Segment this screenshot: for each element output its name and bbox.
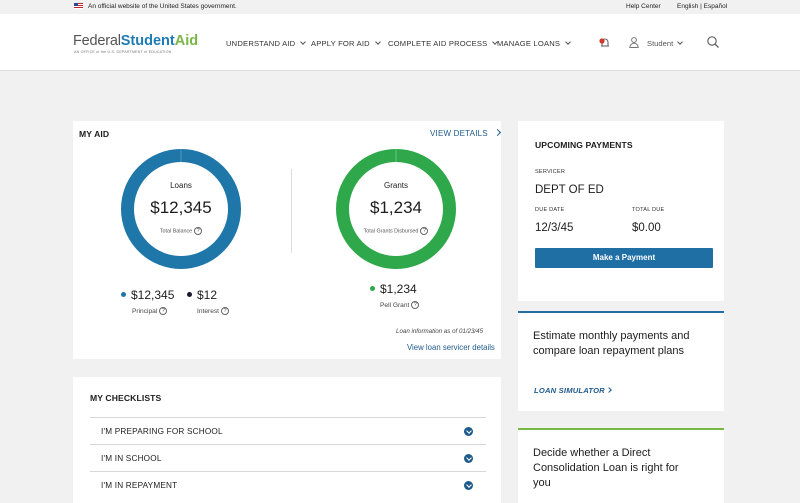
interest-label: Interest? xyxy=(197,307,229,315)
my-aid-card: MY AID VIEW DETAILS Loans $12,345 Total … xyxy=(73,121,501,359)
logo-federal: Federal xyxy=(73,33,121,49)
pell-value: $1,234 xyxy=(370,282,417,296)
checklists-card: MY CHECKLISTS I'M PREPARING FOR SCHOOL I… xyxy=(73,377,501,503)
logo-student: Student xyxy=(120,33,175,49)
checklist-item-preparing[interactable]: I'M PREPARING FOR SCHOOL xyxy=(90,417,486,444)
lang-espanol-link[interactable]: Español xyxy=(703,3,728,10)
view-details-link[interactable]: VIEW DETAILS xyxy=(430,128,501,138)
checklist-label: I'M IN REPAYMENT xyxy=(101,481,178,490)
logo-aid: Aid xyxy=(174,33,199,49)
loan-simulator-link[interactable]: LOAN SIMULATOR xyxy=(534,386,612,395)
loans-donut xyxy=(121,149,241,269)
checklist-label: I'M PREPARING FOR SCHOOL xyxy=(101,427,223,436)
loans-label: Loans xyxy=(170,181,192,190)
total-grants-label: Total Grants Disbursed xyxy=(363,228,419,235)
principal-label: Principal? xyxy=(132,307,168,315)
servicer-value: DEPT OF ED xyxy=(535,184,604,196)
lang-separator: | xyxy=(700,3,702,10)
nav-label: MANAGE LOANS xyxy=(497,39,561,48)
lang-english-link[interactable]: English xyxy=(677,3,699,10)
principal-amount: $12,345 xyxy=(131,288,175,302)
nav-label: APPLY FOR AID xyxy=(311,39,370,48)
grants-amount: $1,234 xyxy=(370,198,422,217)
aid-divider xyxy=(291,169,292,253)
grants-sub: Total Grants Disbursed? xyxy=(334,227,458,235)
loan-simulator-label: LOAN SIMULATOR xyxy=(534,386,605,395)
help-icon[interactable]: ? xyxy=(159,307,168,315)
total-due-value: $0.00 xyxy=(632,222,661,234)
loan-info-date: Loan information as of 01/23/45 xyxy=(396,328,484,335)
fsa-logo[interactable]: FederalStudentAid AN OFFICE of the U.S. … xyxy=(73,32,199,54)
checklist-item-in-school[interactable]: I'M IN SCHOOL xyxy=(90,444,486,471)
expand-icon xyxy=(464,427,473,436)
total-due-label: TOTAL DUE xyxy=(632,207,665,213)
payments-title: UPCOMING PAYMENTS xyxy=(535,140,633,150)
help-icon[interactable]: ? xyxy=(411,301,420,309)
principal-value: $12,345 xyxy=(121,288,174,302)
logo-subtitle: AN OFFICE of the U.S. DEPARTMENT of EDUC… xyxy=(74,50,172,54)
due-date-value: 12/3/45 xyxy=(535,222,574,234)
expand-icon xyxy=(464,481,473,490)
search-icon[interactable] xyxy=(706,35,720,49)
chevron-down-icon xyxy=(565,39,572,45)
loans-amount: $12,345 xyxy=(150,198,212,217)
nav-understand-aid[interactable]: UNDERSTAND AID xyxy=(226,39,307,48)
total-balance-label: Total Balance xyxy=(159,228,193,235)
chevron-down-icon xyxy=(300,39,307,45)
interest-text: Interest xyxy=(197,307,219,315)
grants-donut xyxy=(336,149,456,269)
chevron-down-icon xyxy=(677,39,684,45)
us-flag-icon xyxy=(74,3,83,9)
simulator-text: Estimate monthly payments and compare lo… xyxy=(533,330,690,357)
checklist-item-repayment[interactable]: I'M IN REPAYMENT xyxy=(90,471,486,498)
user-label: Student xyxy=(647,39,674,48)
nav-manage-loans[interactable]: MANAGE LOANS xyxy=(497,39,572,48)
interest-value: $12 xyxy=(187,288,217,302)
principal-dot-icon xyxy=(121,292,126,297)
principal-text: Principal xyxy=(132,307,158,315)
help-center-link[interactable]: Help Center xyxy=(626,3,661,10)
pell-text: Pell Grant xyxy=(380,301,410,309)
nav-apply-for-aid[interactable]: APPLY FOR AID xyxy=(311,39,381,48)
chevron-down-icon xyxy=(375,39,381,45)
checklist-label: I'M IN SCHOOL xyxy=(101,454,162,463)
official-site-text: An official website of the United States… xyxy=(88,3,237,10)
help-icon[interactable]: ? xyxy=(420,227,429,235)
notification-bell-icon[interactable] xyxy=(598,36,612,50)
loans-sub: Total Balance? xyxy=(119,227,243,235)
my-aid-title: MY AID xyxy=(79,129,110,139)
grants-label: Grants xyxy=(383,181,408,190)
gov-banner: An official website of the United States… xyxy=(0,0,800,14)
user-menu[interactable]: Student xyxy=(647,39,684,48)
chevron-right-icon xyxy=(493,128,501,137)
due-date-label: DUE DATE xyxy=(535,207,565,213)
nav-label: UNDERSTAND AID xyxy=(226,39,296,48)
pell-dot-icon xyxy=(370,286,375,291)
nav-label: COMPLETE AID PROCESS xyxy=(388,39,488,48)
pell-label: Pell Grant? xyxy=(380,301,420,309)
checklists-title: MY CHECKLISTS xyxy=(90,393,162,403)
consolidation-card[interactable]: Decide whether a Direct Consolidation Lo… xyxy=(518,428,724,503)
make-payment-button[interactable]: Make a Payment xyxy=(535,248,713,268)
nav-complete-aid-process[interactable]: COMPLETE AID PROCESS xyxy=(388,39,499,48)
upcoming-payments-card: UPCOMING PAYMENTS SERVICER DEPT OF ED DU… xyxy=(518,121,724,301)
consolidation-text: Decide whether a Direct Consolidation Lo… xyxy=(533,447,679,489)
user-icon[interactable] xyxy=(629,37,639,48)
interest-amount: $12 xyxy=(197,288,218,302)
help-icon[interactable]: ? xyxy=(194,227,203,235)
view-details-label: VIEW DETAILS xyxy=(430,129,488,138)
pell-amount: $1,234 xyxy=(380,282,417,296)
site-header: FederalStudentAid AN OFFICE of the U.S. … xyxy=(0,14,800,71)
interest-dot-icon xyxy=(187,292,192,297)
loan-servicer-link[interactable]: View loan servicer details xyxy=(407,343,495,352)
loan-simulator-card: Estimate monthly payments and compare lo… xyxy=(518,311,724,411)
help-icon[interactable]: ? xyxy=(221,307,229,315)
chevron-right-icon xyxy=(606,387,612,393)
servicer-label: SERVICER xyxy=(535,169,566,175)
language-switch: English | Español xyxy=(677,3,727,10)
expand-icon xyxy=(464,454,473,463)
